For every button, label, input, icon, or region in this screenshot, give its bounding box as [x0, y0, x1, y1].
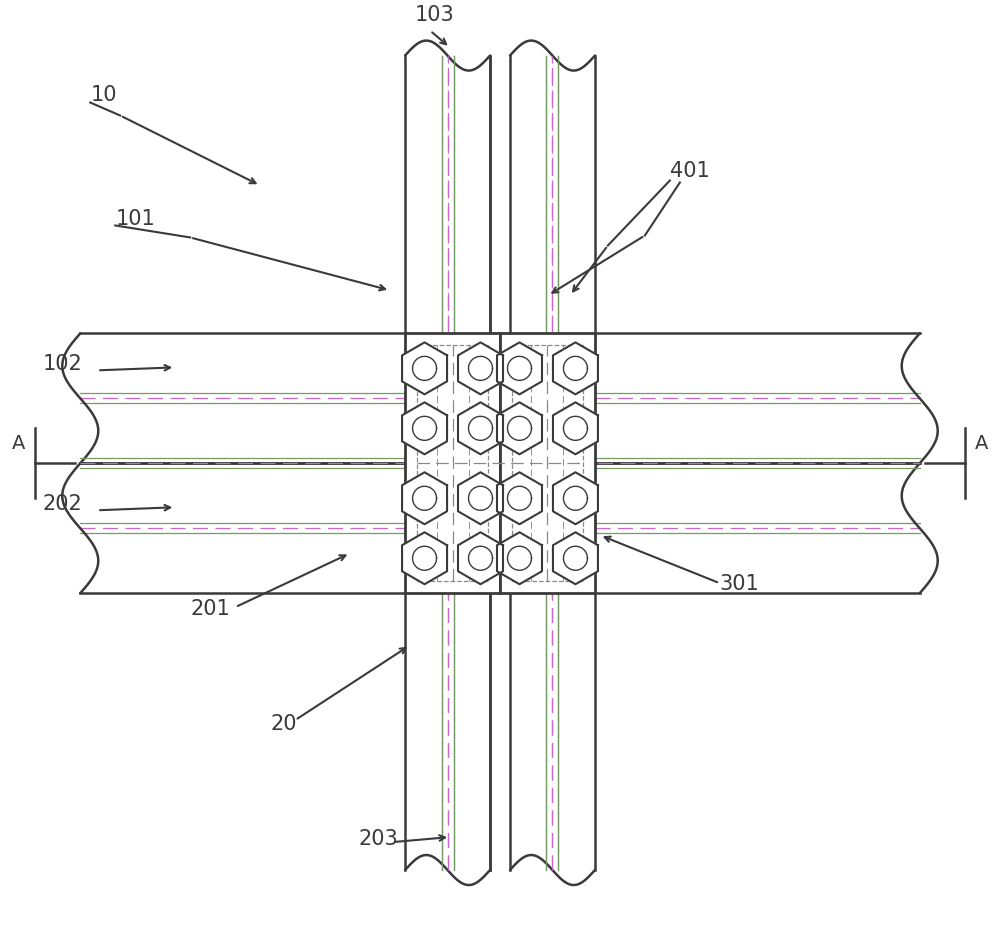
Polygon shape — [553, 532, 598, 585]
Polygon shape — [402, 532, 447, 585]
Polygon shape — [469, 356, 493, 380]
Polygon shape — [497, 473, 542, 524]
Polygon shape — [497, 342, 542, 394]
Text: 20: 20 — [270, 714, 297, 734]
Polygon shape — [413, 547, 437, 570]
Polygon shape — [508, 356, 531, 380]
Polygon shape — [458, 473, 503, 524]
Text: 102: 102 — [42, 354, 82, 375]
Polygon shape — [458, 402, 503, 454]
Text: 10: 10 — [90, 84, 117, 105]
Polygon shape — [508, 487, 531, 511]
Polygon shape — [469, 547, 493, 570]
Text: 203: 203 — [358, 829, 398, 849]
Text: 301: 301 — [720, 574, 760, 594]
Bar — [500, 333, 595, 593]
Bar — [417, 345, 488, 581]
Polygon shape — [563, 547, 587, 570]
Text: 401: 401 — [670, 162, 710, 181]
Polygon shape — [508, 416, 531, 440]
Text: A: A — [12, 435, 25, 453]
Polygon shape — [553, 342, 598, 394]
Polygon shape — [413, 487, 437, 511]
Polygon shape — [402, 473, 447, 524]
Text: 101: 101 — [115, 209, 155, 229]
Polygon shape — [563, 356, 587, 380]
Polygon shape — [469, 487, 493, 511]
Polygon shape — [413, 356, 437, 380]
Polygon shape — [458, 342, 503, 394]
Polygon shape — [497, 532, 542, 585]
Polygon shape — [508, 547, 531, 570]
Polygon shape — [458, 532, 503, 585]
Polygon shape — [563, 416, 587, 440]
Text: 201: 201 — [190, 599, 230, 619]
Polygon shape — [402, 342, 447, 394]
Bar — [405, 333, 500, 593]
Polygon shape — [553, 473, 598, 524]
Polygon shape — [413, 416, 437, 440]
Polygon shape — [497, 402, 542, 454]
Polygon shape — [553, 402, 598, 454]
Text: A: A — [975, 435, 988, 453]
Polygon shape — [402, 402, 447, 454]
Bar — [512, 345, 583, 581]
Text: 202: 202 — [42, 494, 82, 514]
Polygon shape — [563, 487, 587, 511]
Polygon shape — [469, 416, 493, 440]
Text: 103: 103 — [415, 5, 455, 25]
